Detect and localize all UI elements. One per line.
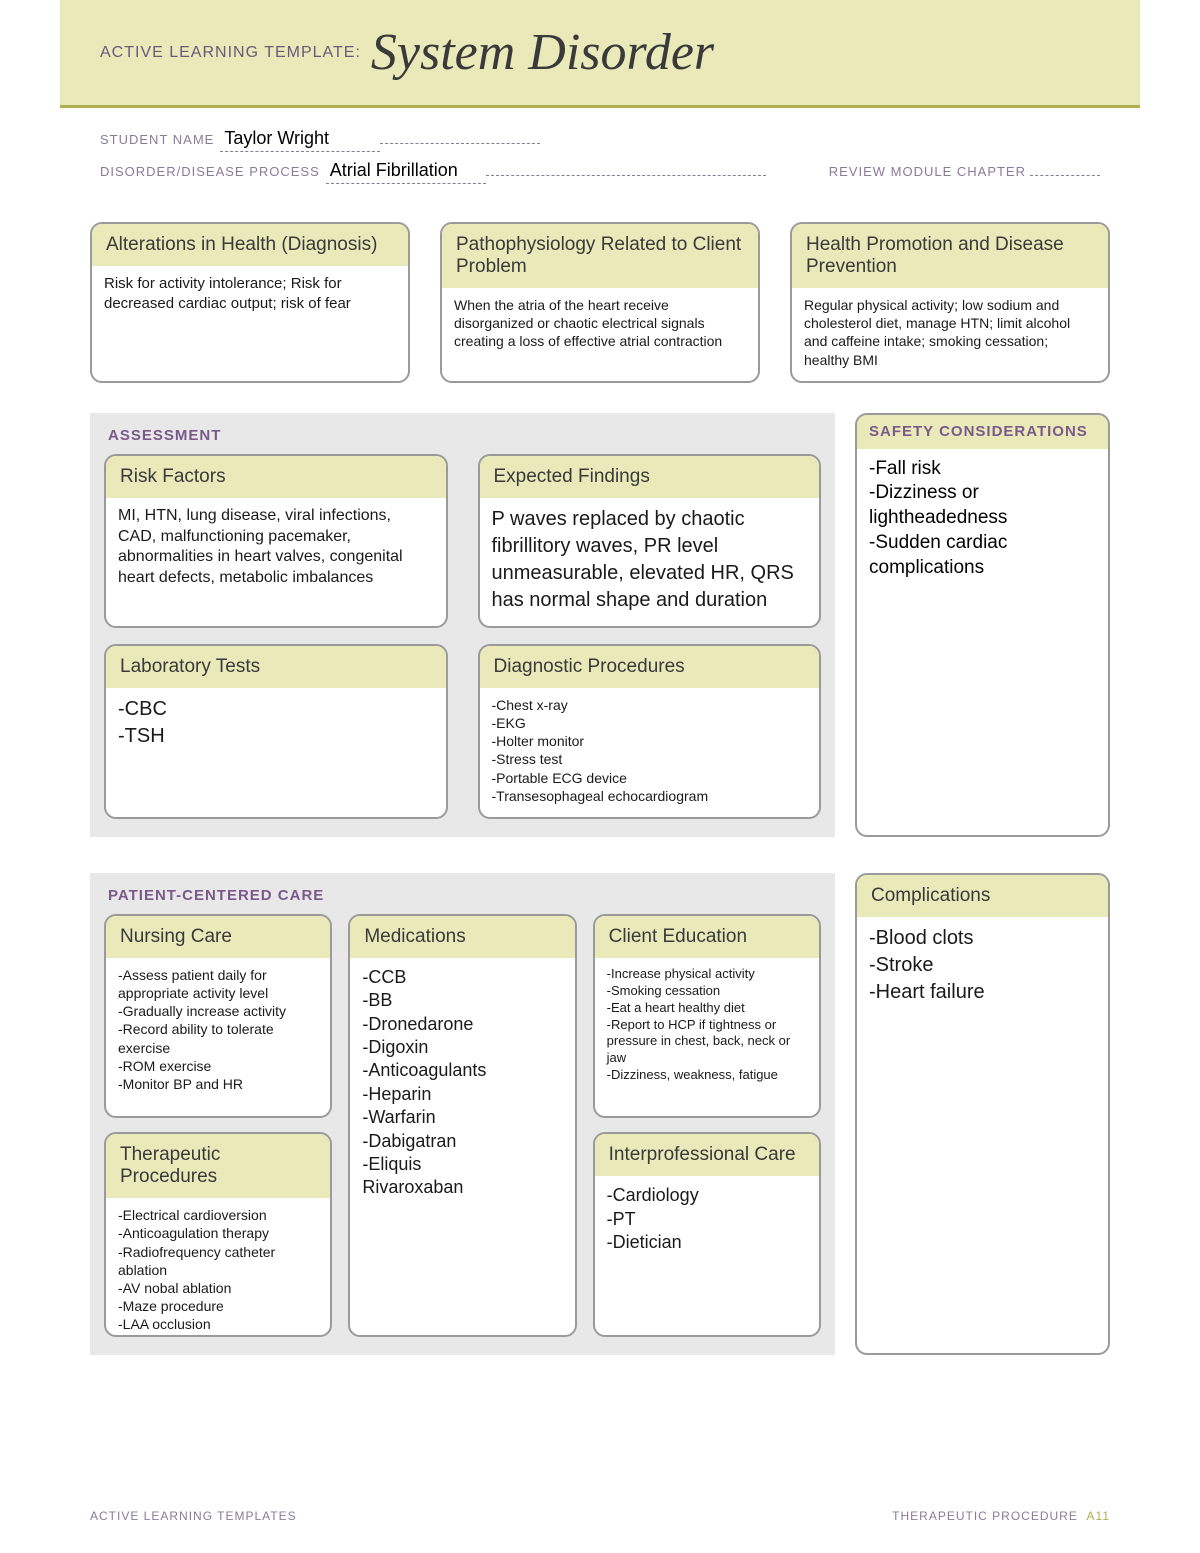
header-label: ACTIVE LEARNING TEMPLATE: bbox=[100, 44, 361, 62]
nursing-care-box: Nursing Care -Assess patient daily for a… bbox=[104, 914, 332, 1118]
alterations-box: Alterations in Health (Diagnosis) Risk f… bbox=[90, 222, 410, 383]
expected-findings-title: Expected Findings bbox=[480, 456, 820, 498]
alterations-body: Risk for activity intolerance; Risk for … bbox=[92, 266, 408, 325]
review-chapter-label: REVIEW MODULE CHAPTER bbox=[829, 164, 1026, 179]
lab-tests-title: Laboratory Tests bbox=[106, 646, 446, 688]
top-boxes-row: Alterations in Health (Diagnosis) Risk f… bbox=[60, 222, 1140, 403]
client-education-title: Client Education bbox=[595, 916, 819, 958]
client-education-body: -Increase physical activity -Smoking ces… bbox=[595, 958, 819, 1096]
diagnostic-body: -Chest x-ray -EKG -Holter monitor -Stres… bbox=[480, 688, 820, 817]
interprofessional-box: Interprofessional Care -Cardiology -PT -… bbox=[593, 1132, 821, 1336]
interprofessional-body: -Cardiology -PT -Dietician bbox=[595, 1176, 819, 1286]
risk-factors-title: Risk Factors bbox=[106, 456, 446, 498]
header-title: System Disorder bbox=[371, 23, 714, 82]
student-name-label: STUDENT NAME bbox=[100, 132, 214, 147]
footer-page-num: A11 bbox=[1087, 1509, 1110, 1523]
complications-box: Complications -Blood clots -Stroke -Hear… bbox=[855, 873, 1110, 1355]
footer-left: ACTIVE LEARNING TEMPLATES bbox=[90, 1509, 297, 1523]
assessment-section: ASSESSMENT Risk Factors MI, HTN, lung di… bbox=[90, 413, 835, 837]
lab-tests-body: -CBC -TSH bbox=[106, 688, 446, 798]
nursing-care-title: Nursing Care bbox=[106, 916, 330, 958]
complications-title: Complications bbox=[857, 875, 1108, 917]
medications-body: -CCB -BB -Dronedarone -Digoxin -Anticoag… bbox=[350, 958, 574, 1212]
pcc-section: PATIENT-CENTERED CARE Nursing Care -Asse… bbox=[90, 873, 835, 1355]
patho-title: Pathophysiology Related to Client Proble… bbox=[442, 224, 758, 288]
therapeutic-title: Therapeutic Procedures bbox=[106, 1134, 330, 1198]
risk-factors-box: Risk Factors MI, HTN, lung disease, vira… bbox=[104, 454, 448, 628]
alterations-title: Alterations in Health (Diagnosis) bbox=[92, 224, 408, 266]
page-footer: ACTIVE LEARNING TEMPLATES THERAPEUTIC PR… bbox=[90, 1509, 1110, 1523]
nursing-care-body: -Assess patient daily for appropriate ac… bbox=[106, 958, 330, 1105]
disorder-value: Atrial Fibrillation bbox=[326, 160, 486, 184]
safety-body: -Fall risk -Dizziness or lightheadedness… bbox=[857, 449, 1108, 588]
patho-box: Pathophysiology Related to Client Proble… bbox=[440, 222, 760, 383]
safety-box: SAFETY CONSIDERATIONS -Fall risk -Dizzin… bbox=[855, 413, 1110, 837]
interprofessional-title: Interprofessional Care bbox=[595, 1134, 819, 1176]
disorder-label: DISORDER/DISEASE PROCESS bbox=[100, 164, 320, 179]
footer-right: THERAPEUTIC PROCEDURE A11 bbox=[892, 1509, 1110, 1523]
health-promo-box: Health Promotion and Disease Prevention … bbox=[790, 222, 1110, 383]
therapeutic-body: -Electrical cardioversion -Anticoagulati… bbox=[106, 1198, 330, 1336]
expected-findings-box: Expected Findings P waves replaced by ch… bbox=[478, 454, 822, 628]
health-promo-body: Regular physical activity; low sodium an… bbox=[792, 288, 1108, 381]
health-promo-title: Health Promotion and Disease Prevention bbox=[792, 224, 1108, 288]
pcc-title: PATIENT-CENTERED CARE bbox=[104, 883, 821, 914]
diagnostic-title: Diagnostic Procedures bbox=[480, 646, 820, 688]
expected-findings-body: P waves replaced by chaotic fibrillitory… bbox=[480, 498, 820, 626]
footer-right-label: THERAPEUTIC PROCEDURE bbox=[892, 1509, 1078, 1523]
safety-title: SAFETY CONSIDERATIONS bbox=[857, 415, 1108, 449]
medications-title: Medications bbox=[350, 916, 574, 958]
therapeutic-box: Therapeutic Procedures -Electrical cardi… bbox=[104, 1132, 332, 1336]
complications-body: -Blood clots -Stroke -Heart failure bbox=[857, 917, 1108, 1297]
patho-body: When the atria of the heart receive diso… bbox=[442, 288, 758, 363]
student-name-value: Taylor Wright bbox=[220, 128, 380, 152]
student-info: STUDENT NAME Taylor Wright DISORDER/DISE… bbox=[60, 108, 1140, 222]
client-education-box: Client Education -Increase physical acti… bbox=[593, 914, 821, 1118]
risk-factors-body: MI, HTN, lung disease, viral infections,… bbox=[106, 498, 446, 608]
assessment-title: ASSESSMENT bbox=[104, 423, 821, 454]
template-header: ACTIVE LEARNING TEMPLATE: System Disorde… bbox=[60, 0, 1140, 108]
medications-box: Medications -CCB -BB -Dronedarone -Digox… bbox=[348, 914, 576, 1337]
lab-tests-box: Laboratory Tests -CBC -TSH bbox=[104, 644, 448, 819]
diagnostic-box: Diagnostic Procedures -Chest x-ray -EKG … bbox=[478, 644, 822, 819]
